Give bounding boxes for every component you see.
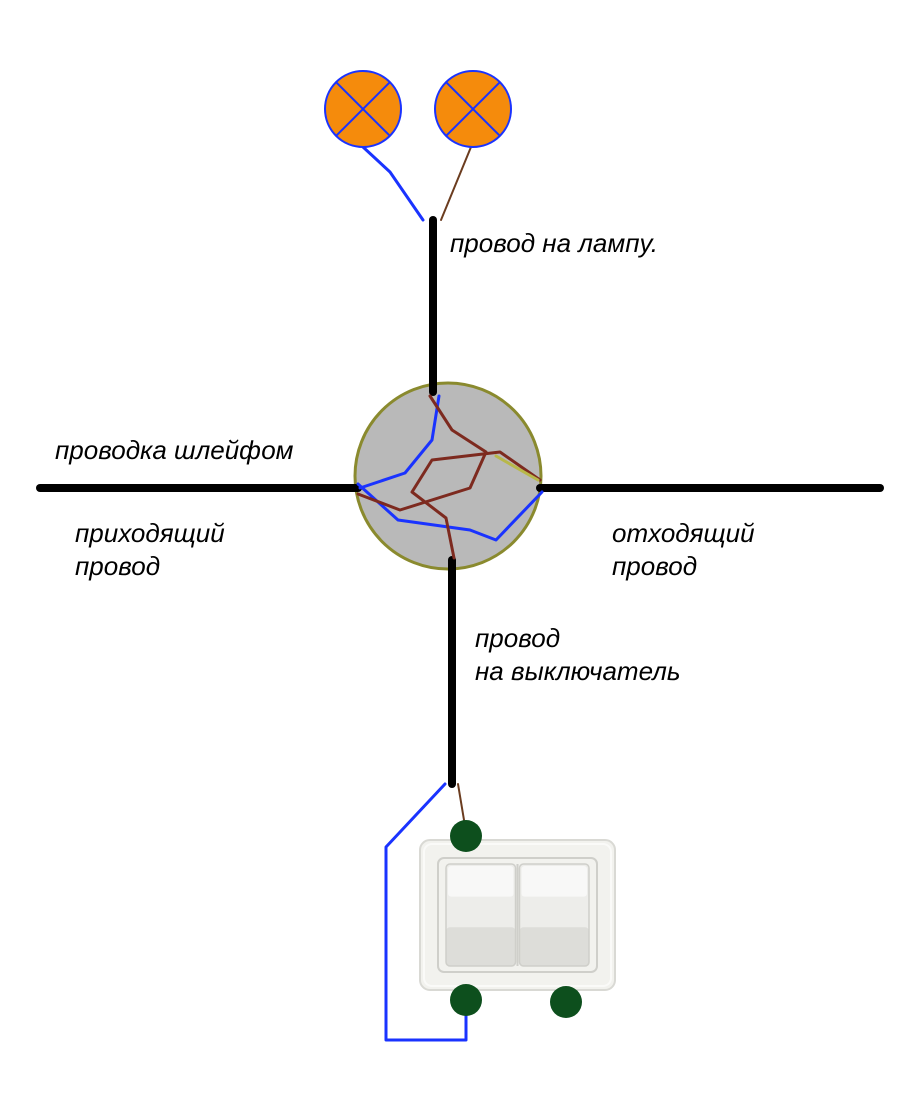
lamp-wire-blue bbox=[363, 147, 423, 220]
terminal-2 bbox=[550, 986, 582, 1018]
label-bus: проводка шлейфом bbox=[55, 434, 293, 467]
junction-box bbox=[355, 383, 541, 569]
label-outgoing: отходящий провод bbox=[612, 517, 755, 582]
label-switch-wire: провод на выключатель bbox=[475, 622, 681, 687]
wall-switch bbox=[420, 840, 615, 990]
lamp-1 bbox=[435, 71, 511, 147]
lamp-wire-red bbox=[441, 147, 471, 220]
lamp-0 bbox=[325, 71, 401, 147]
label-incoming: приходящий провод bbox=[75, 517, 225, 582]
terminal-0 bbox=[450, 820, 482, 852]
terminal-1 bbox=[450, 984, 482, 1016]
label-lamp-wire: провод на лампу. bbox=[450, 227, 658, 260]
diagram-root: провод на лампу. проводка шлейфом приход… bbox=[0, 0, 906, 1113]
